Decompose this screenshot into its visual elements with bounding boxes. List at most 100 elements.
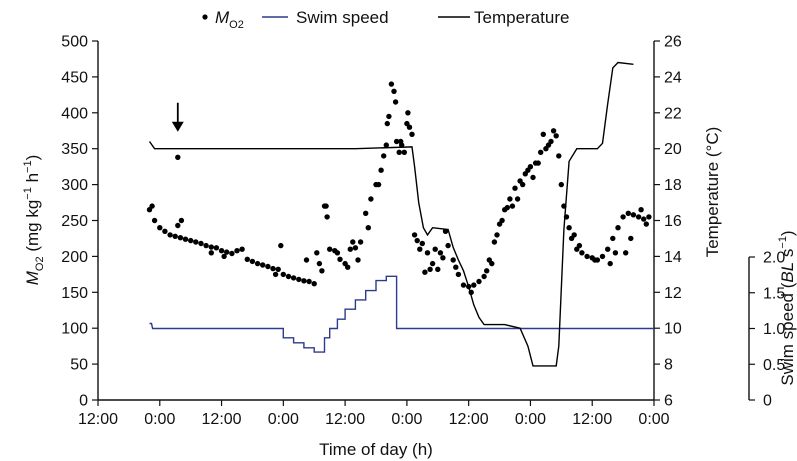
x-tick-label: 12:00 (325, 411, 365, 428)
mo2-point (391, 88, 397, 95)
x-tick-label: 12:00 (449, 411, 489, 428)
mo2-point (203, 242, 209, 249)
swim-speed-title-bl: BL (778, 262, 797, 283)
mo2-point (646, 214, 652, 220)
mo2-point (383, 142, 389, 148)
mo2-point (445, 242, 451, 249)
mo2-point (290, 275, 297, 281)
mo2-point (610, 235, 616, 242)
mo2-point (414, 237, 420, 244)
swim-speed-line (149, 275, 654, 353)
mo2-point (208, 244, 214, 250)
mo2-point (405, 110, 411, 116)
left-axis-title-unit-b: h (23, 173, 42, 187)
legend-mo2-marker (202, 14, 208, 20)
mo2-point (615, 225, 621, 231)
left-axis-ticks: 0 50 100 150 200 250 300 350 400 450 500 (61, 34, 98, 410)
mo2-point (301, 278, 307, 284)
mo2-point (218, 248, 225, 254)
mo2-point (296, 276, 302, 283)
x-tick-label: 0:00 (638, 411, 669, 428)
mo2-point (334, 250, 341, 256)
temperature-tick-label: 6 (664, 393, 673, 410)
mo2-point (481, 273, 487, 280)
mo2-point (460, 282, 467, 288)
mo2-point (499, 217, 505, 224)
mo2-point (635, 214, 642, 220)
mo2-point (285, 273, 292, 280)
left-tick-label: 450 (61, 69, 88, 86)
mo2-point (553, 133, 559, 139)
mo2-point (509, 203, 516, 209)
mo2-point (393, 138, 400, 145)
mo2-point (630, 212, 637, 218)
mo2-point (643, 221, 649, 227)
mo2-point (224, 249, 230, 255)
mo2-point (392, 99, 399, 105)
mo2-point (455, 271, 462, 278)
mo2-point (440, 255, 446, 261)
mo2-point (365, 225, 371, 231)
mo2-point (450, 257, 456, 263)
temperature-tick-label: 14 (664, 249, 682, 266)
legend-mo2-label: MO2 (215, 8, 244, 31)
left-axis-title-exp-1: −1 (22, 187, 34, 200)
mo2-point (442, 228, 449, 234)
mo2-point (409, 131, 415, 137)
mo2-point (337, 256, 343, 262)
mo2-point (327, 246, 333, 252)
mo2-point (530, 174, 536, 181)
mo2-point (151, 217, 158, 224)
arrow-annotation (171, 102, 184, 132)
mo2-point (579, 250, 585, 256)
x-tick-label: 0:00 (144, 411, 175, 428)
left-tick-label: 200 (61, 249, 88, 266)
x-tick-label: 0:00 (268, 411, 299, 428)
mo2-point (628, 235, 634, 242)
left-tick-label: 250 (61, 213, 88, 230)
mo2-point (571, 232, 577, 238)
mo2-point (427, 266, 433, 272)
mo2-point (229, 250, 235, 257)
mo2-point (177, 235, 184, 241)
left-axis-title-symbol: M (23, 270, 42, 285)
temperature-tick-label: 26 (664, 34, 682, 51)
mo2-point (272, 271, 279, 278)
mo2-point (417, 246, 423, 252)
temperature-axis-ticks: 6 8 10 12 14 16 18 20 22 24 26 (654, 34, 682, 410)
mo2-point (182, 236, 189, 242)
mo2-point (550, 128, 557, 134)
mo2-point (468, 289, 474, 295)
mo2-point (213, 245, 220, 251)
left-tick-label: 0 (79, 393, 88, 410)
mo2-point (584, 253, 590, 260)
mo2-point (429, 260, 436, 267)
mo2-point (278, 242, 284, 249)
mo2-point (386, 113, 392, 120)
left-tick-label: 100 (61, 321, 88, 338)
mo2-point (561, 203, 567, 209)
legend-temperature-label: Temperature (474, 8, 569, 27)
mo2-point (172, 233, 178, 239)
mo2-point (638, 207, 644, 213)
legend: MO2 Swim speed Temperature (202, 8, 569, 31)
mo2-point (221, 253, 227, 260)
temperature-tick-label: 16 (664, 213, 682, 230)
mo2-point (157, 225, 163, 231)
mo2-point (432, 246, 438, 252)
swim-speed-tick-label: 1.0 (763, 321, 785, 338)
mo2-point (641, 216, 647, 222)
left-axis-title-exp-2: −1 (22, 160, 34, 173)
temperature-tick-label: 12 (664, 285, 682, 302)
mo2-point (303, 257, 310, 263)
mo2-point (208, 250, 214, 256)
swim-speed-axis-ticks: 0 0.5 1.0 1.5 2.0 (749, 250, 785, 410)
mo2-point (484, 268, 490, 274)
mo2-point (435, 266, 441, 272)
mo2-point (540, 131, 546, 137)
swim-speed-axis-title: Swim speed (BL s−1) (777, 230, 797, 385)
x-axis-title: Time of day (h) (319, 440, 433, 459)
temperature-axis-title: Temperature (°C) (703, 127, 722, 258)
mo2-point (388, 81, 395, 87)
